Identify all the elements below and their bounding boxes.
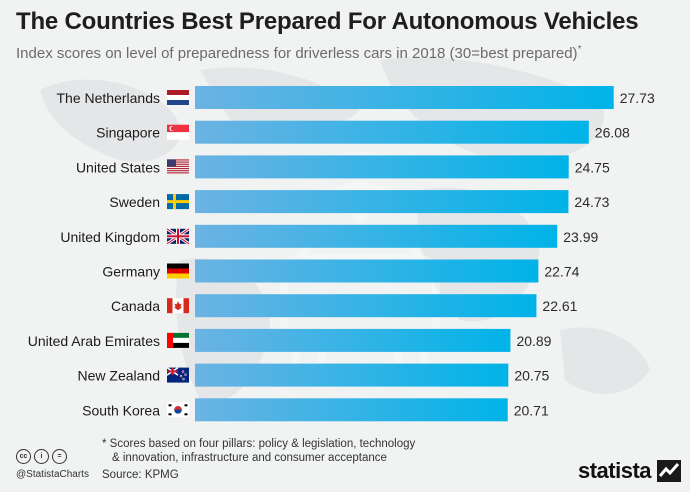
bar-new-zealand bbox=[195, 363, 509, 387]
nd-icon[interactable]: = bbox=[52, 449, 67, 464]
category-label: The Netherlands bbox=[56, 90, 160, 106]
bar-singapore bbox=[195, 120, 589, 144]
bar-united-arab-emirates bbox=[195, 328, 511, 352]
bar-germany bbox=[195, 259, 539, 283]
category-label: Canada bbox=[111, 298, 160, 314]
category-label: United Kingdom bbox=[60, 229, 160, 245]
license-icons: cc i = bbox=[16, 449, 67, 464]
sweden-flag-icon bbox=[167, 194, 189, 210]
canada-flag-icon bbox=[167, 298, 189, 314]
statista-logo-word: statista bbox=[578, 458, 652, 483]
chart-subtitle: Index scores on level of preparedness fo… bbox=[16, 44, 581, 62]
footnote-line-2: & innovation, infrastructure and consume… bbox=[112, 452, 387, 464]
bar-united-kingdom bbox=[195, 224, 558, 248]
category-label: South Korea bbox=[82, 402, 160, 418]
by-icon[interactable]: i bbox=[34, 449, 49, 464]
cc-icon[interactable]: cc bbox=[16, 449, 31, 464]
united-kingdom-flag-icon bbox=[166, 227, 190, 246]
bar-value-label: 27.73 bbox=[620, 90, 655, 106]
bar-united-states bbox=[195, 155, 569, 179]
bar-value-label: 20.89 bbox=[516, 333, 551, 349]
bar-sweden bbox=[195, 190, 569, 214]
new-zealand-flag-icon bbox=[166, 366, 189, 383]
category-label: United Arab Emirates bbox=[28, 333, 160, 349]
twitter-handle[interactable]: @StatistaCharts bbox=[16, 469, 89, 480]
united-arab-emirates-flag-icon bbox=[167, 332, 189, 348]
netherlands-flag-icon bbox=[167, 90, 189, 105]
south-korea-flag-icon bbox=[167, 402, 189, 418]
category-label: New Zealand bbox=[78, 368, 161, 384]
subtitle-text: Index scores on level of preparedness fo… bbox=[16, 45, 578, 62]
bar-south-korea bbox=[195, 398, 508, 422]
chart-title: The Countries Best Prepared For Autonomo… bbox=[16, 8, 639, 35]
bar-value-label: 20.71 bbox=[514, 402, 549, 418]
footnote: * Scores based on four pillars: policy &… bbox=[102, 437, 462, 465]
footnote-line-1: * Scores based on four pillars: policy &… bbox=[102, 438, 416, 450]
bar-value-label: 24.75 bbox=[575, 159, 610, 175]
category-label: Germany bbox=[102, 264, 160, 280]
statista-logo[interactable]: statista bbox=[578, 458, 682, 484]
category-label: Sweden bbox=[109, 194, 160, 210]
source-text: Source: KPMG bbox=[102, 469, 179, 481]
singapore-flag-icon bbox=[167, 124, 189, 140]
bar-canada bbox=[195, 294, 537, 318]
bar-value-label: 20.75 bbox=[514, 368, 549, 384]
bar-value-label: 22.74 bbox=[544, 264, 579, 280]
category-label: United States bbox=[76, 159, 160, 175]
category-label: Singapore bbox=[96, 125, 160, 141]
united-states-flag-icon bbox=[167, 159, 189, 174]
bar-value-label: 22.61 bbox=[542, 298, 577, 314]
statista-logo-icon bbox=[657, 460, 682, 482]
germany-flag-icon bbox=[167, 263, 189, 279]
bar-value-label: 26.08 bbox=[595, 125, 630, 141]
subtitle-footnote-marker: * bbox=[577, 44, 582, 55]
bar-value-label: 23.99 bbox=[563, 229, 598, 245]
bar-value-label: 24.73 bbox=[574, 194, 609, 210]
bar-the-netherlands bbox=[195, 86, 614, 109]
